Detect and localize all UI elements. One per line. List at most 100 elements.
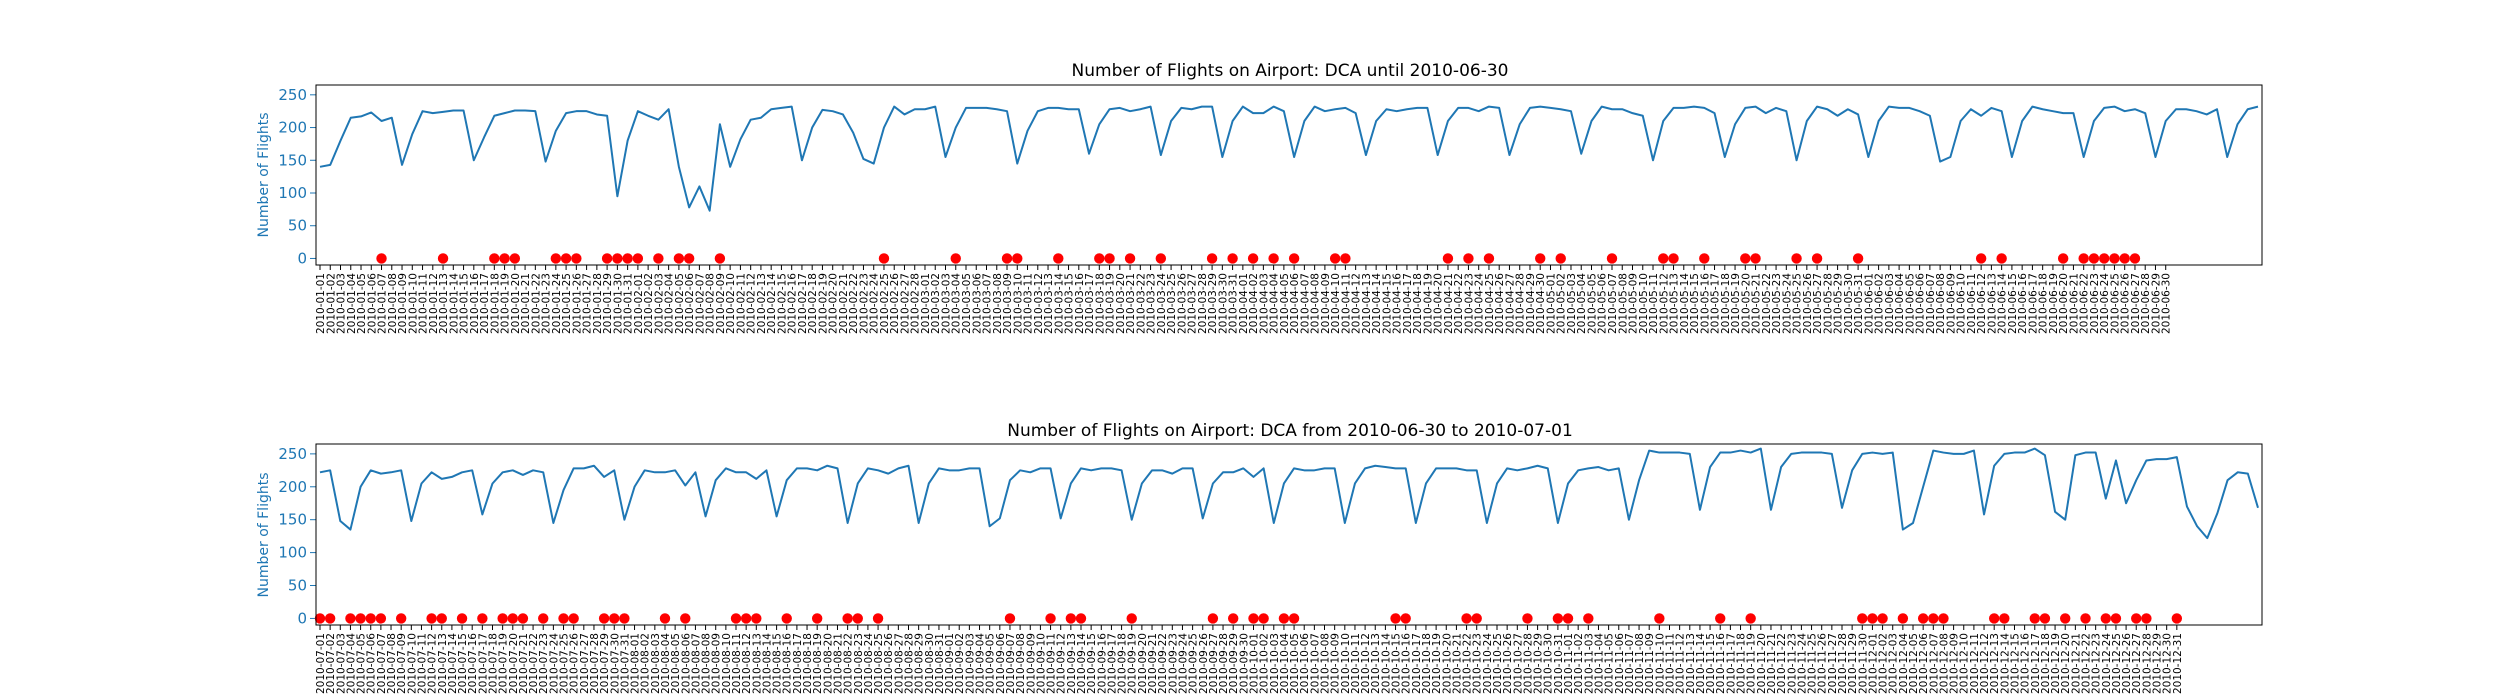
y-tick-label: 0 (297, 609, 307, 627)
x-tick-label: 2010-03-10 (1012, 273, 1024, 334)
x-tick-label: 2010-05-20 (1740, 273, 1752, 334)
x-tick-label: 2010-03-08 (992, 273, 1004, 334)
zero-point-marker (437, 253, 449, 264)
x-tick-label: 2010-10-20 (1441, 633, 1453, 694)
zero-point-marker (740, 613, 752, 624)
x-tick-label: 2010-07-13 (437, 633, 449, 694)
zero-point-marker (1658, 253, 1669, 264)
x-tick-label: 2010-09-21 (1147, 633, 1159, 694)
x-tick-label: 2010-09-06 (995, 633, 1007, 694)
x-tick-label: 2010-07-12 (427, 633, 439, 694)
x-tick-label: 2010-04-15 (1381, 273, 1393, 334)
x-tick-label: 2010-09-09 (1025, 633, 1037, 694)
x-tick-label: 2010-08-11 (731, 633, 743, 694)
x-tick-label: 2010-12-22 (2081, 633, 2093, 694)
zero-point-marker (1329, 253, 1341, 264)
zero-point-marker (2060, 613, 2071, 624)
x-tick-label: 2010-08-28 (904, 633, 916, 694)
x-tick-label: 2010-02-24 (869, 273, 881, 334)
x-tick-label: 2010-06-17 (2027, 273, 2039, 334)
x-tick-label: 2010-05-01 (1545, 273, 1557, 334)
x-tick-label: 2010-11-16 (1715, 633, 1727, 694)
x-tick-label: 2010-05-27 (1812, 273, 1824, 334)
zero-point-marker (507, 613, 518, 624)
x-tick-label: 2010-10-22 (1462, 633, 1474, 694)
zero-point-marker (1552, 613, 1564, 624)
zero-point-marker (550, 253, 562, 264)
x-tick-label: 2010-02-26 (889, 273, 901, 334)
zero-point-marker (1606, 253, 1618, 264)
x-tick-label: 2010-11-28 (1837, 633, 1849, 694)
zero-point-marker (538, 613, 549, 624)
x-tick-label: 2010-02-03 (653, 273, 665, 334)
x-tick-label: 2010-12-31 (2172, 633, 2184, 694)
zero-point-marker (1471, 613, 1482, 624)
x-tick-label: 2010-12-21 (2070, 633, 2082, 694)
x-tick-label: 2010-09-20 (1137, 633, 1149, 694)
zero-point-marker (1917, 613, 1929, 624)
x-tick-label: 2010-09-22 (1157, 633, 1169, 694)
x-tick-label: 2010-11-07 (1624, 633, 1636, 694)
x-tick-label: 2010-11-26 (1817, 633, 1829, 694)
series-line (319, 447, 2259, 540)
x-tick-label: 2010-06-02 (1874, 273, 1886, 334)
zero-point-marker (1699, 253, 1710, 264)
x-tick-label: 2010-08-15 (772, 633, 784, 694)
x-tick-label: 2010-04-20 (1433, 273, 1445, 334)
x-tick-label: 2010-01-13 (438, 273, 450, 334)
x-tick-label: 2010-03-29 (1207, 273, 1219, 334)
zero-point-marker (1852, 253, 1864, 264)
x-tick-label: 2010-07-30 (609, 633, 621, 694)
x-tick-label: 2010-09-26 (1198, 633, 1210, 694)
zero-point-marker (1928, 613, 1939, 624)
x-tick-label: 2010-03-28 (1197, 273, 1209, 334)
zero-point-marker (950, 253, 961, 264)
x-tick-label: 2010-08-05 (670, 633, 682, 694)
x-tick-label: 2010-04-06 (1289, 273, 1301, 334)
x-tick-label: 2010-05-16 (1699, 273, 1711, 334)
x-tick-label: 2010-07-02 (325, 633, 337, 694)
zero-point-marker (568, 613, 579, 624)
y-axis-label: Number of Flights (256, 112, 272, 237)
x-tick-label: 2010-07-08 (386, 633, 398, 694)
zero-point-marker (1390, 613, 1401, 624)
zero-point-marker (2098, 253, 2110, 264)
zero-point-marker (558, 613, 569, 624)
zero-point-marker (1207, 613, 1219, 624)
x-tick-label: 2010-01-26 (571, 273, 583, 334)
y-tick-label: 100 (278, 544, 307, 562)
zero-point-marker (680, 613, 691, 624)
x-tick-label: 2010-08-17 (792, 633, 804, 694)
x-tick-label: 2010-02-18 (807, 273, 819, 334)
x-tick-label: 2010-11-15 (1705, 633, 1717, 694)
zero-point-marker (509, 253, 521, 264)
x-tick-label: 2010-06-06 (1915, 273, 1927, 334)
zero-point-marker (683, 253, 695, 264)
zero-point-marker (2029, 613, 2040, 624)
zero-point-marker (1340, 253, 1351, 264)
x-tick-label: 2010-07-11 (416, 633, 428, 694)
x-tick-label: 2010-01-09 (397, 273, 409, 334)
x-tick-label: 2010-06-07 (1925, 273, 1937, 334)
x-tick-label: 2010-06-25 (2109, 273, 2121, 334)
x-tick-label: 2010-04-25 (1484, 273, 1496, 334)
y-tick-label: 100 (278, 184, 307, 202)
x-tick-label: 2010-05-03 (1566, 273, 1578, 334)
x-tick-label: 2010-04-13 (1361, 273, 1373, 334)
x-tick-label: 2010-11-19 (1746, 633, 1758, 694)
zero-point-marker (1247, 253, 1259, 264)
y-tick-label: 50 (288, 217, 307, 235)
chart-top: Number of Flights on Airport: DCA until … (256, 61, 2263, 334)
x-tick-label: 2010-08-01 (630, 633, 642, 694)
y-axis: 0 50 100 150 200 250 (278, 86, 316, 267)
zero-point-marker (355, 613, 366, 624)
y-tick-label: 250 (278, 445, 307, 463)
x-tick-label: 2010-10-15 (1391, 633, 1403, 694)
zero-point-marker (730, 613, 742, 624)
y-tick-label: 0 (297, 249, 307, 267)
zero-point-marker (2100, 613, 2111, 624)
x-tick-label: 2010-11-14 (1695, 633, 1707, 694)
x-tick-label: 2010-10-06 (1299, 633, 1311, 694)
x-tick-label: 2010-05-14 (1679, 273, 1691, 334)
